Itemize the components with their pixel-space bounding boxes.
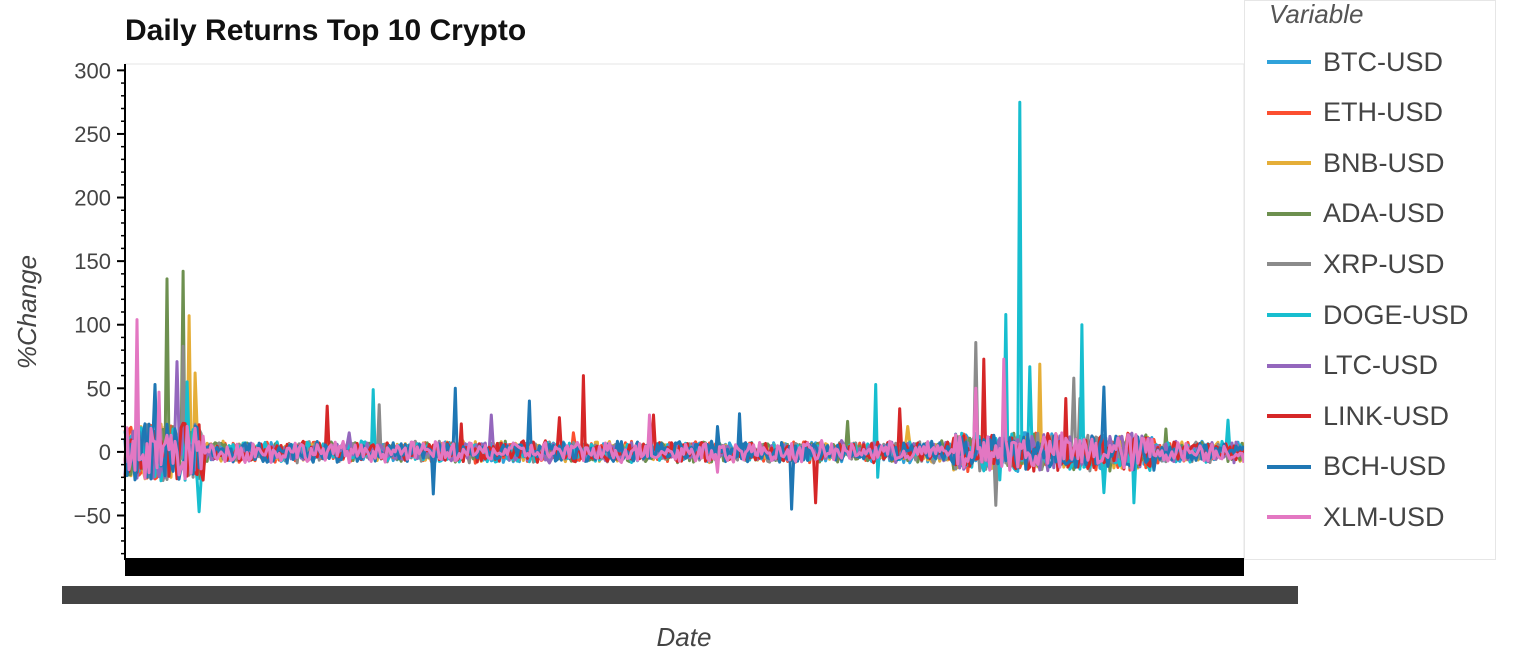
- y-tick-label: 50: [87, 376, 111, 401]
- legend-label: XLM-USD: [1323, 501, 1445, 532]
- y-tick-label: 200: [74, 186, 111, 211]
- x-axis-tick-labels-overlapped: [62, 586, 1298, 604]
- legend: Variable BTC-USD ETH-USD BNB-USD ADA-USD XRP…: [1244, 0, 1496, 560]
- y-tick-label: 300: [74, 58, 111, 83]
- legend-item-bch-usd[interactable]: BCH-USD: [1267, 447, 1446, 487]
- legend-item-btc-usd[interactable]: BTC-USD: [1267, 42, 1443, 82]
- series-line-xlm-usd: [123, 318, 1246, 481]
- legend-label: DOGE-USD: [1323, 299, 1469, 330]
- legend-swatch: [1267, 464, 1311, 469]
- legend-item-ltc-usd[interactable]: LTC-USD: [1267, 346, 1438, 386]
- y-tick-label: 0: [99, 440, 111, 465]
- legend-label: ETH-USD: [1323, 97, 1443, 128]
- legend-label: BCH-USD: [1323, 451, 1447, 482]
- legend-item-link-usd[interactable]: LINK-USD: [1267, 396, 1449, 436]
- legend-item-doge-usd[interactable]: DOGE-USD: [1267, 295, 1469, 335]
- legend-item-bnb-usd[interactable]: BNB-USD: [1267, 143, 1445, 183]
- y-axis: 300 250 200 150 100 50 0 −50: [74, 58, 126, 560]
- legend-swatch: [1267, 211, 1311, 216]
- x-axis-label: Date: [657, 622, 712, 652]
- chart-title: Daily Returns Top 10 Crypto: [125, 14, 527, 47]
- legend-swatch: [1267, 363, 1311, 368]
- legend-label: LINK-USD: [1323, 400, 1450, 431]
- series-lines: [123, 100, 1246, 514]
- legend-swatch: [1267, 60, 1311, 64]
- x-axis-tick-band: [125, 558, 1244, 576]
- legend-item-xrp-usd[interactable]: XRP-USD: [1267, 244, 1445, 284]
- y-axis-label: %Change: [12, 255, 42, 369]
- legend-swatch: [1267, 313, 1311, 317]
- legend-swatch: [1267, 161, 1311, 166]
- y-tick-label: 100: [74, 313, 111, 338]
- y-tick-label: −50: [74, 503, 111, 528]
- y-tick-label: 150: [74, 249, 111, 274]
- legend-label: LTC-USD: [1323, 350, 1439, 381]
- y-tick-label: 250: [74, 122, 111, 147]
- legend-label: XRP-USD: [1323, 248, 1445, 279]
- legend-item-ada-usd[interactable]: ADA-USD: [1267, 194, 1445, 234]
- legend-label: BNB-USD: [1323, 147, 1445, 178]
- legend-label: ADA-USD: [1323, 198, 1445, 229]
- legend-item-eth-usd[interactable]: ETH-USD: [1267, 93, 1443, 133]
- legend-label: BTC-USD: [1323, 46, 1443, 77]
- legend-swatch: [1267, 110, 1311, 115]
- legend-swatch: [1267, 414, 1311, 419]
- legend-swatch: [1267, 262, 1311, 267]
- legend-swatch: [1267, 515, 1311, 520]
- legend-title: Variable: [1269, 0, 1364, 29]
- plot-area: [124, 63, 1245, 561]
- legend-item-xlm-usd[interactable]: XLM-USD: [1267, 497, 1445, 537]
